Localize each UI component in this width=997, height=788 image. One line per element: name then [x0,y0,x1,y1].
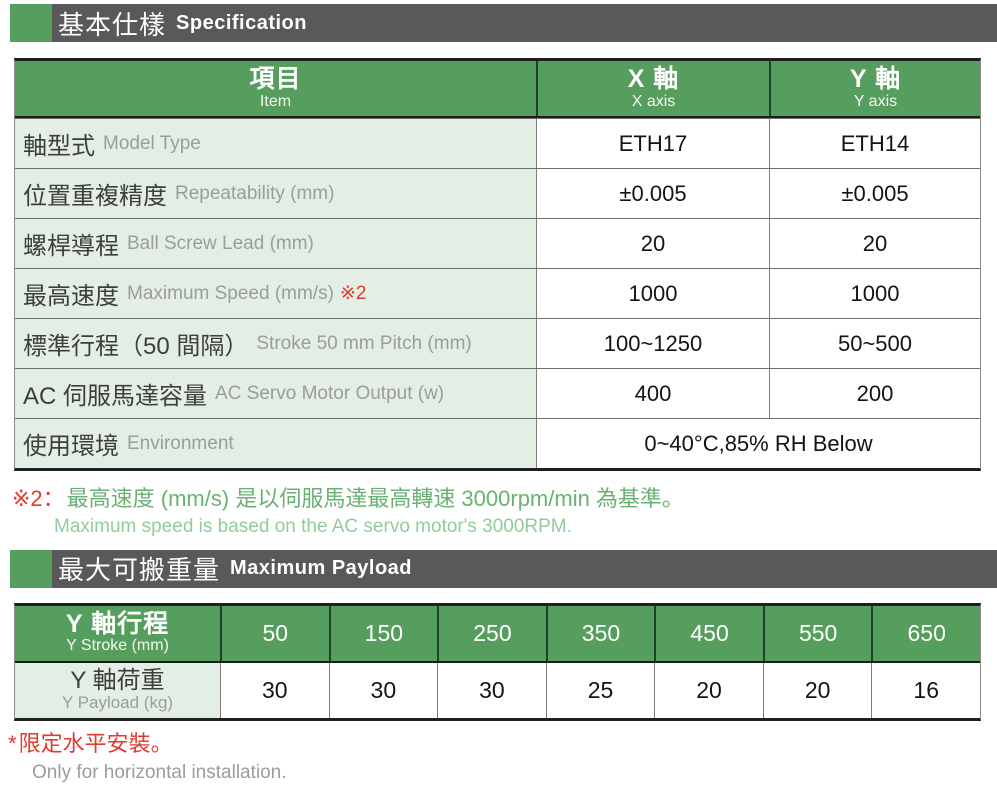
specification-table: 項目 Item X 軸 X axis Y 軸 Y axis 軸型式 Mo [14,58,981,471]
payload-stroke-value: 50 [220,605,329,661]
spec-item-zh: 標準行程（50 間隔） [23,333,249,360]
spec-header-x-zh: X 軸 [627,65,680,94]
spec-item-zh: 位置重複精度 [23,183,167,210]
payload-weight-value: 30 [328,662,438,718]
payload-weight-value: 25 [545,662,655,718]
section-header-maximum-payload: 最大可搬重量 Maximum Payload [10,549,997,588]
payload-stroke-label-cell: Y 軸行程 Y Stroke (mm) [15,606,220,661]
section-header-specification: 基本仕樣 Specification [10,4,997,42]
spec-row-maximum-speed: 最高速度 Maximum Speed (mm/s) ※2 1000 1000 [15,268,980,318]
payload-stroke-value: 550 [762,605,872,661]
spec-x-value: 20 [536,219,769,268]
installation-footnote-zh: 限定水平安裝。 [18,730,173,756]
spec-item-zh: 螺桿導程 [23,233,119,260]
spec-item-note-ref: ※2 [339,283,367,304]
spec-row-environment: 使用環境 Environment 0~40°C,85% RH Below [15,418,980,468]
section-title-zh: 最大可搬重量 [58,555,221,586]
spec-item-en: Model Type [103,132,201,154]
section-marker-square [10,549,52,588]
section-marker-square [10,4,52,42]
spec-item-en: Ball Screw Lead (mm) [127,232,314,254]
spec-header-item-zh: 項目 [249,65,302,94]
payload-stroke-label-zh: Y 軸行程 [65,609,170,638]
payload-weight-label-zh: Y 軸荷重 [70,667,165,695]
speed-footnote-line1: ※2： 最高速度 (mm/s) 是以伺服馬達最高轉速 3000rpm/min 為… [12,484,997,514]
spec-row-stroke: 標準行程（50 間隔） Stroke 50 mm Pitch (mm) 100~… [15,318,980,368]
speed-footnote-marker: ※2： [12,485,65,511]
spec-sheet-page: 基本仕樣 Specification 項目 Item X 軸 X axis Y … [0,4,997,788]
spec-x-value: 100~1250 [536,319,769,368]
speed-footnote: ※2： 最高速度 (mm/s) 是以伺服馬達最高轉速 3000rpm/min 為… [12,484,997,539]
spec-item-zh: 使用環境 [23,433,119,460]
spec-row-repeatability: 位置重複精度 Repeatability (mm) ±0.005 ±0.005 [15,168,980,218]
spec-header-x-en: X axis [631,92,676,110]
spec-row-servo-motor-output: AC 伺服馬達容量 AC Servo Motor Output (w) 400 … [15,368,980,418]
spec-item-en: Stroke 50 mm Pitch (mm) [256,332,472,354]
spec-y-value: 1000 [769,269,980,318]
spec-item-zh: AC 伺服馬達容量 [23,383,208,410]
spec-item-cell: 使用環境 Environment [15,419,536,468]
installation-footnote-en: Only for horizontal installation. [32,761,287,783]
payload-weight-value: 16 [871,662,980,718]
section-title: 基本仕樣 Specification [52,4,997,42]
spec-y-value: 50~500 [769,319,980,368]
payload-weight-value: 20 [654,662,763,718]
speed-footnote-zh: 最高速度 (mm/s) 是以伺服馬達最高轉速 3000rpm/min 為基準。 [66,485,684,511]
spec-item-cell: 軸型式 Model Type [15,119,536,168]
payload-weight-value: 30 [220,662,329,718]
spec-x-value: ETH17 [536,119,769,168]
speed-footnote-en: Maximum speed is based on the AC servo m… [54,516,572,537]
payload-stroke-value: 450 [654,605,763,661]
section-title-en: Specification [176,11,307,34]
spec-header-y-zh: Y 軸 [849,65,902,94]
spec-item-en: Environment [127,432,234,454]
spec-item-cell: 標準行程（50 間隔） Stroke 50 mm Pitch (mm) [15,319,536,368]
spec-row-ball-screw-lead: 螺桿導程 Ball Screw Lead (mm) 20 20 [15,218,980,268]
spec-y-value: 200 [769,369,980,418]
section-title-en: Maximum Payload [230,557,413,580]
spec-y-value: 20 [769,219,980,268]
payload-stroke-value: 250 [437,605,546,661]
installation-footnote-marker: * [8,730,17,756]
spec-item-cell: AC 伺服馬達容量 AC Servo Motor Output (w) [15,369,536,418]
installation-footnote: * 限定水平安裝。 Only for horizontal installati… [8,729,997,785]
spec-item-zh: 最高速度 [23,283,119,310]
spec-item-en: Repeatability (mm) [175,182,335,204]
spec-item-cell: 位置重複精度 Repeatability (mm) [15,169,536,218]
spec-item-cell: 螺桿導程 Ball Screw Lead (mm) [15,219,536,268]
spec-y-value: ±0.005 [769,169,980,218]
spec-x-value: 400 [536,369,769,418]
spec-x-value: ±0.005 [536,169,769,218]
maximum-payload-table: Y 軸行程 Y Stroke (mm) 50 150 250 350 450 5… [14,602,981,721]
spec-header-y-axis: Y 軸 Y axis [769,61,980,116]
spec-header-item: 項目 Item [15,61,536,116]
payload-stroke-label-en: Y Stroke (mm) [66,637,169,655]
payload-weight-value: 20 [762,662,872,718]
spec-y-value: ETH14 [769,119,980,168]
spec-x-value: 1000 [536,269,769,318]
spec-item-zh: 軸型式 [23,133,95,160]
payload-weight-row: Y 軸荷重 Y Payload (kg) 30 30 30 25 20 20 1… [15,662,980,718]
section-title: 最大可搬重量 Maximum Payload [52,549,997,588]
spec-header-x-axis: X 軸 X axis [536,61,769,116]
spec-environment-value: 0~40°C,85% RH Below [536,419,980,468]
payload-weight-value: 30 [437,662,546,718]
payload-weight-label-en: Y Payload (kg) [61,693,174,713]
payload-stroke-value: 150 [328,605,438,661]
spec-header-y-en: Y axis [853,92,898,110]
payload-stroke-value: 650 [871,605,980,661]
payload-stroke-row: Y 軸行程 Y Stroke (mm) 50 150 250 350 450 5… [15,605,980,663]
spec-item-en: Maximum Speed (mm/s) [127,282,334,304]
section-title-zh: 基本仕樣 [58,9,167,40]
spec-item-en: AC Servo Motor Output (w) [215,382,445,404]
spec-row-model-type: 軸型式 Model Type ETH17 ETH14 [15,118,980,168]
payload-weight-label-cell: Y 軸荷重 Y Payload (kg) [15,662,220,718]
spec-item-cell: 最高速度 Maximum Speed (mm/s) ※2 [15,269,536,318]
payload-stroke-value: 350 [545,605,655,661]
spec-header-item-en: Item [259,92,292,110]
spec-header-row: 項目 Item X 軸 X axis Y 軸 Y axis [15,61,980,118]
installation-footnote-line1: * 限定水平安裝。 [8,729,997,759]
